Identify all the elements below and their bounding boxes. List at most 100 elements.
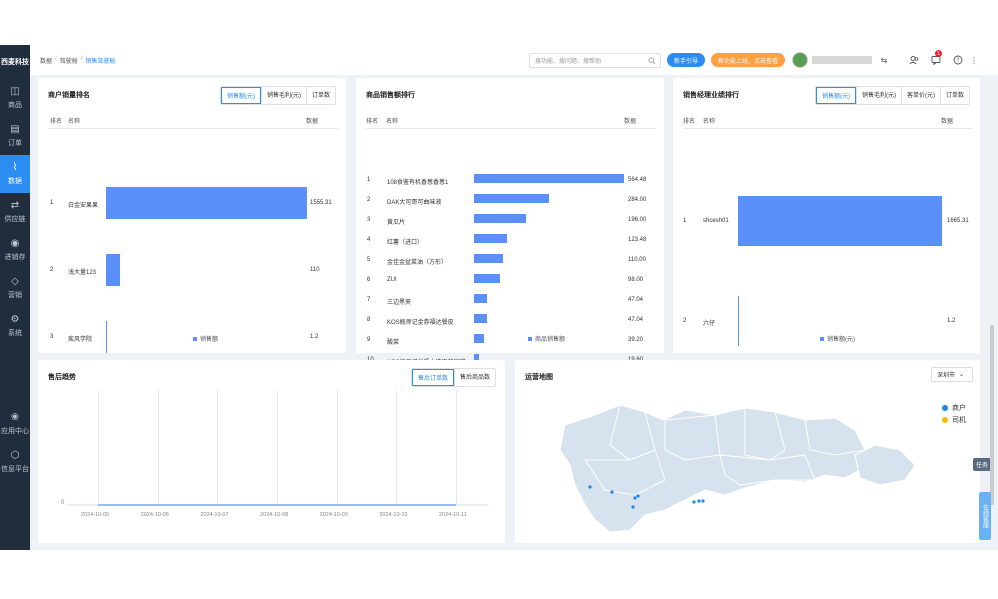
- sidebar-item[interactable]: ❀ 应用中心: [0, 405, 30, 443]
- username-redacted[interactable]: [812, 56, 872, 64]
- name-cell: 酸菜: [387, 340, 400, 346]
- sidebar-item-label: 应用中心: [1, 428, 29, 435]
- col-value: 数据: [306, 119, 319, 125]
- sidebar-item[interactable]: ▤ 订单: [0, 117, 30, 155]
- bar[interactable]: [106, 187, 307, 219]
- page-scrollbar[interactable]: [990, 325, 994, 505]
- bar[interactable]: [474, 334, 485, 343]
- rank-cell: 6: [367, 277, 371, 283]
- x-tick-label: 2024-10-10: [379, 512, 408, 518]
- chart-legend: 销售额(元): [820, 334, 855, 343]
- col-name: 名称: [68, 119, 81, 125]
- avatar[interactable]: [792, 52, 808, 68]
- rank-cell: 4: [367, 237, 371, 243]
- value-cell: 1.2: [947, 318, 956, 324]
- sidebar-item[interactable]: ◇ 营销: [0, 269, 30, 307]
- task-button[interactable]: 任务: [973, 458, 991, 471]
- bar[interactable]: [474, 234, 507, 243]
- chart-legend: 商品销售额: [528, 334, 565, 343]
- rank-cell: 3: [50, 334, 54, 340]
- bar[interactable]: [106, 321, 107, 353]
- grid-line: [456, 390, 457, 505]
- name-cell: 黄瓜片: [387, 220, 406, 226]
- bar[interactable]: [738, 296, 739, 346]
- bar[interactable]: [474, 174, 624, 183]
- tab-orders[interactable]: 订单数: [306, 87, 335, 104]
- bar[interactable]: [474, 274, 501, 283]
- online-service-button[interactable]: 在线客服: [979, 492, 991, 540]
- tab-gross-profit[interactable]: 销售毛利(元): [856, 87, 901, 104]
- rank-cell: 1: [683, 218, 687, 224]
- legend-label: 司机: [952, 417, 966, 424]
- bar[interactable]: [474, 194, 550, 203]
- sidebar-item-label: 进销存: [4, 254, 26, 261]
- bar[interactable]: [474, 314, 487, 323]
- legend-label: 商品销售额: [535, 337, 566, 343]
- tab-sales[interactable]: 销售额(元): [221, 87, 261, 104]
- card-title: 商户销量排名: [48, 92, 90, 99]
- guide-button[interactable]: 新手引导: [667, 53, 705, 67]
- tab-gross-profit[interactable]: 销售毛利(元): [261, 87, 306, 104]
- name-cell: 白金安果果: [68, 203, 99, 209]
- help-icon[interactable]: ?: [952, 54, 964, 66]
- value-cell: 196.00: [628, 217, 647, 223]
- value-cell: 98.00: [628, 277, 644, 283]
- name-cell: shcesh01: [703, 218, 729, 224]
- city-select[interactable]: 深圳市 ⌄: [931, 367, 973, 382]
- name-cell: 浅大量123: [68, 270, 97, 276]
- legend-label: 销售额(元): [827, 337, 855, 343]
- name-cell: ZUI: [387, 277, 397, 283]
- sidebar-item[interactable]: ◉ 进销存: [0, 231, 30, 269]
- col-name: 名称: [703, 119, 716, 125]
- after-sales-line-chart: [68, 504, 488, 506]
- x-tick-label: 2024-10-09: [319, 512, 348, 518]
- more-icon[interactable]: ⋮: [970, 55, 978, 65]
- tag-icon: ◇: [11, 276, 19, 287]
- legend-driver[interactable]: 司机: [942, 415, 966, 425]
- tab-avg-price[interactable]: 客单价(元): [901, 87, 940, 104]
- x-tick-label: 2024-10-06: [140, 512, 169, 518]
- apps-icon: ❀: [10, 412, 20, 423]
- sidebar-item-label: 数据: [8, 178, 22, 185]
- tab-orders[interactable]: 订单数: [940, 87, 969, 104]
- sidebar-item[interactable]: ⇄ 供应链: [0, 193, 30, 231]
- users-icon[interactable]: [908, 54, 920, 66]
- name-cell: 红薯（进口）: [387, 240, 424, 246]
- bar[interactable]: [474, 214, 527, 223]
- legend-dot: [942, 417, 948, 423]
- name-cell: 六仔: [703, 321, 716, 327]
- name-cell: KOS瓶师记金券福达餐皮: [387, 320, 454, 326]
- tab-after-sales-orders[interactable]: 售后订单数: [412, 369, 455, 386]
- sidebar-item[interactable]: ⬡ 信息平台: [0, 443, 30, 481]
- bar[interactable]: [474, 294, 487, 303]
- bar[interactable]: [738, 196, 942, 246]
- sidebar-item[interactable]: ⌇ 数据: [0, 155, 30, 193]
- breadcrumb-item[interactable]: 数据: [40, 58, 53, 65]
- new-feature-button[interactable]: 新功能上线，点击查看: [711, 53, 785, 67]
- value-cell: 39.20: [628, 337, 644, 343]
- name-cell: 金佳金盆菜油（方形）: [387, 260, 448, 266]
- rank-cell: 7: [367, 297, 371, 303]
- cube-icon: ⬡: [10, 450, 20, 461]
- breadcrumb-item[interactable]: 驾驶舱: [59, 58, 78, 65]
- search-input[interactable]: 搜功能、搜问题、搜帮助: [529, 53, 661, 68]
- value-cell: 123.48: [628, 237, 647, 243]
- legend-label: 商户: [952, 405, 966, 412]
- sidebar-item[interactable]: ⚙ 系统: [0, 307, 30, 345]
- sidebar-item-label: 营销: [8, 292, 22, 299]
- col-rank: 排名: [366, 119, 379, 125]
- switch-icon[interactable]: ⇆: [880, 55, 888, 65]
- top-bar: 数据 / 驾驶舱 / 销售驾驶舱 搜功能、搜问题、搜帮助 新手引导 新功能上线，…: [30, 45, 998, 75]
- sidebar-item[interactable]: ◫ 商品: [0, 79, 30, 117]
- legend-merchant[interactable]: 商户: [942, 403, 966, 413]
- brand-logo: 西麦科技: [1, 59, 29, 66]
- tab-after-sales-items[interactable]: 售后商品数: [454, 369, 495, 386]
- grid-line: [336, 390, 338, 505]
- tab-sales[interactable]: 销售额(元): [816, 87, 856, 104]
- name-cell: 疾风学院: [68, 337, 93, 343]
- bar[interactable]: [474, 254, 504, 263]
- value-cell: 284.00: [628, 197, 647, 203]
- bar[interactable]: [106, 254, 121, 286]
- bar[interactable]: [474, 354, 480, 363]
- x-tick-label: 2024-10-08: [260, 512, 289, 518]
